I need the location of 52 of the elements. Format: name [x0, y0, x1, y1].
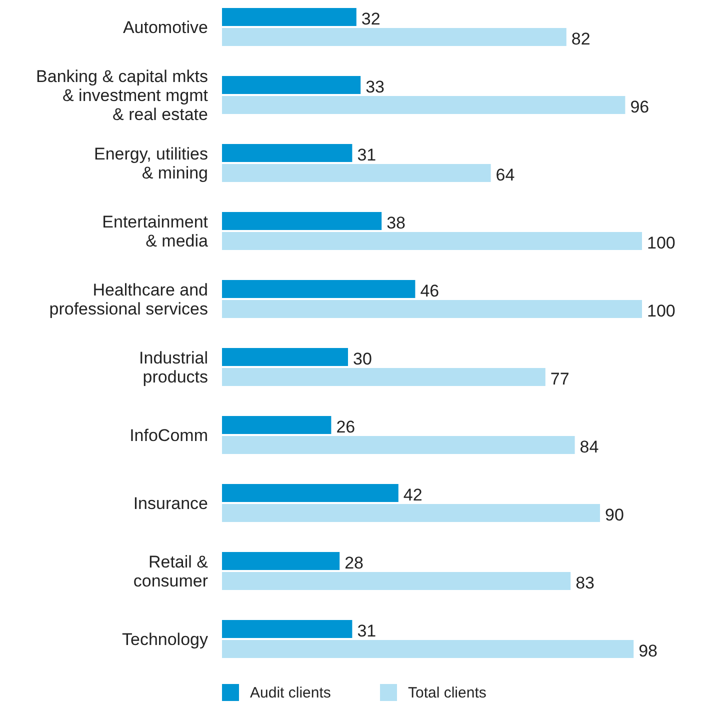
bar: [222, 348, 348, 366]
data-label: 98: [638, 642, 658, 660]
data-label: 90: [605, 506, 624, 524]
data-label: 33: [366, 78, 385, 96]
data-label: 84: [580, 438, 599, 456]
data-label: 64: [496, 166, 515, 184]
bar: [222, 484, 398, 502]
data-label: 28: [344, 554, 364, 572]
y-tick-label: Healthcare and professional services: [49, 280, 208, 318]
bar: [222, 144, 352, 162]
bar: [222, 640, 634, 658]
data-label: 30: [353, 350, 372, 368]
y-tick-label: Automotive: [122, 18, 208, 36]
y-tick-label: Retail & consumer: [133, 552, 209, 590]
y-tick-label: Entertainment & media: [102, 212, 209, 250]
data-label: 83: [576, 574, 595, 592]
data-label: 32: [361, 10, 380, 28]
y-tick-label: Banking & capital mkts & investment mgmt & real estate: [36, 66, 208, 124]
bar: [222, 96, 626, 114]
bar: [222, 212, 382, 230]
data-label: 31: [357, 146, 376, 164]
bar: [222, 232, 642, 250]
data-label: 38: [386, 214, 406, 232]
bar: [222, 8, 356, 26]
bar: [222, 620, 352, 638]
bar: [222, 368, 546, 386]
bar: [222, 300, 642, 318]
legend-label: Total clients: [408, 684, 486, 702]
bar: [222, 76, 361, 94]
data-label: 77: [550, 370, 570, 388]
bar: [222, 164, 491, 182]
y-tick-label: Insurance: [133, 494, 208, 512]
bar: [222, 416, 332, 434]
bar: [222, 280, 416, 298]
y-tick-label: Industrial products: [139, 348, 208, 386]
bar: [222, 572, 571, 590]
bar: [222, 28, 566, 46]
data-label: 42: [403, 486, 422, 504]
data-label: 96: [630, 98, 650, 116]
data-label: 100: [647, 302, 676, 320]
data-label: 100: [647, 234, 676, 252]
legend-label: Audit clients: [250, 684, 331, 702]
bar: [222, 504, 600, 522]
bar: [222, 552, 340, 570]
data-label: 26: [336, 418, 356, 436]
data-label: 82: [571, 30, 590, 48]
data-label: 46: [420, 282, 440, 300]
data-label: 31: [357, 622, 376, 640]
y-tick-label: Technology: [122, 630, 208, 648]
y-tick-label: Energy, utilities & mining: [94, 144, 208, 182]
bar: [222, 436, 575, 454]
y-tick-label: InfoComm: [130, 426, 208, 444]
